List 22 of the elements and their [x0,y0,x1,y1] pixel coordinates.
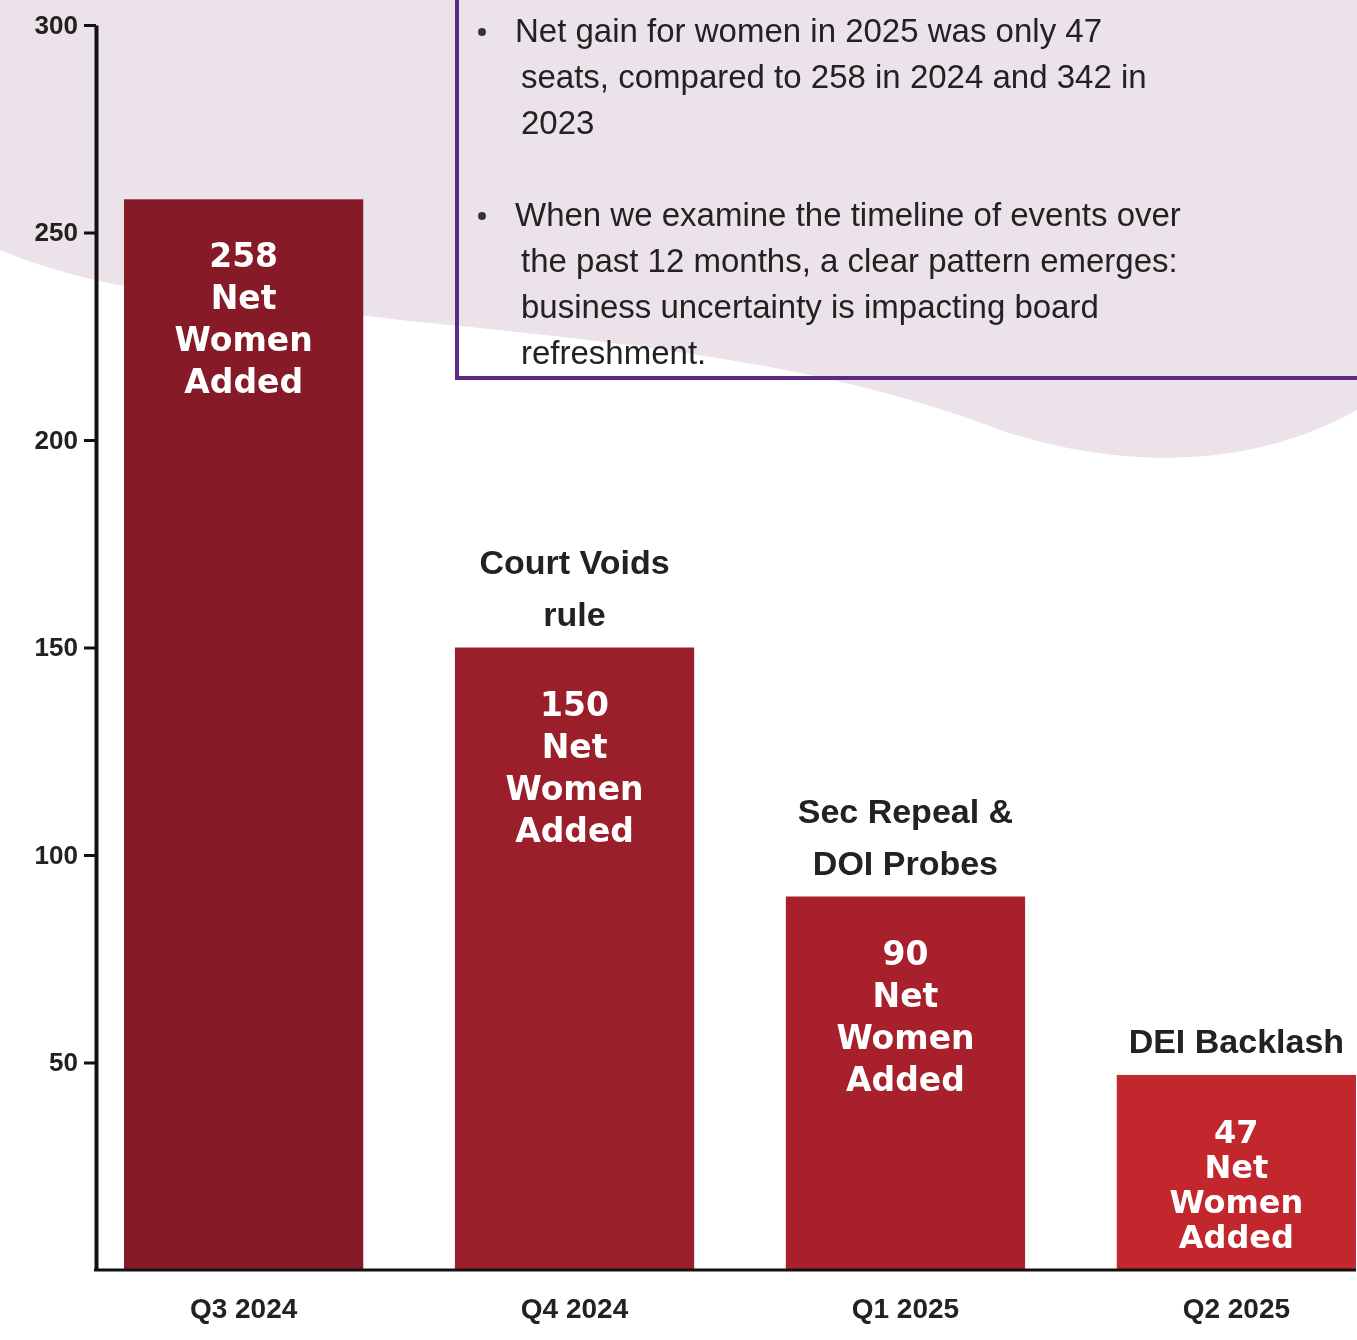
x-tick-label: Q3 2024 [189,1293,298,1324]
y-tick-label: 100 [34,839,78,870]
bar [785,896,1026,1270]
data-label: 150 Net Women Added [505,684,644,850]
annotation: Court Voids rule [479,542,670,633]
x-tick-label: Q1 2025 [851,1293,960,1324]
annotation: Net gain for women in 2025 was only 47 seats, compared to 258 in 2024 and 342 in 2023 [515,12,1147,141]
y-tick-label: 250 [34,217,78,248]
data-label: 90 Net Women Added [836,933,975,1099]
x-tick-label: Q4 2024 [520,1293,629,1324]
y-tick-label: 200 [34,424,78,455]
annotation: When we examine the timeline of events over the past 12 months, a clear pattern emerges: business uncertainty is impacting board refreshment. [515,196,1181,371]
data-label: 47 Net Women Added [1169,1112,1304,1256]
y-tick-label: 150 [34,632,78,663]
y-tick-label: 300 [34,9,78,40]
annotation: DEI Backlash [1128,1021,1345,1060]
annotation: Sec Repeal & DOI Probes [797,791,1014,882]
bar [124,199,364,1270]
data-label: 258 Net Women Added [174,236,313,402]
bar [454,647,695,1270]
y-tick-label: 50 [49,1047,78,1078]
x-tick-label: Q2 2025 [1182,1293,1291,1324]
